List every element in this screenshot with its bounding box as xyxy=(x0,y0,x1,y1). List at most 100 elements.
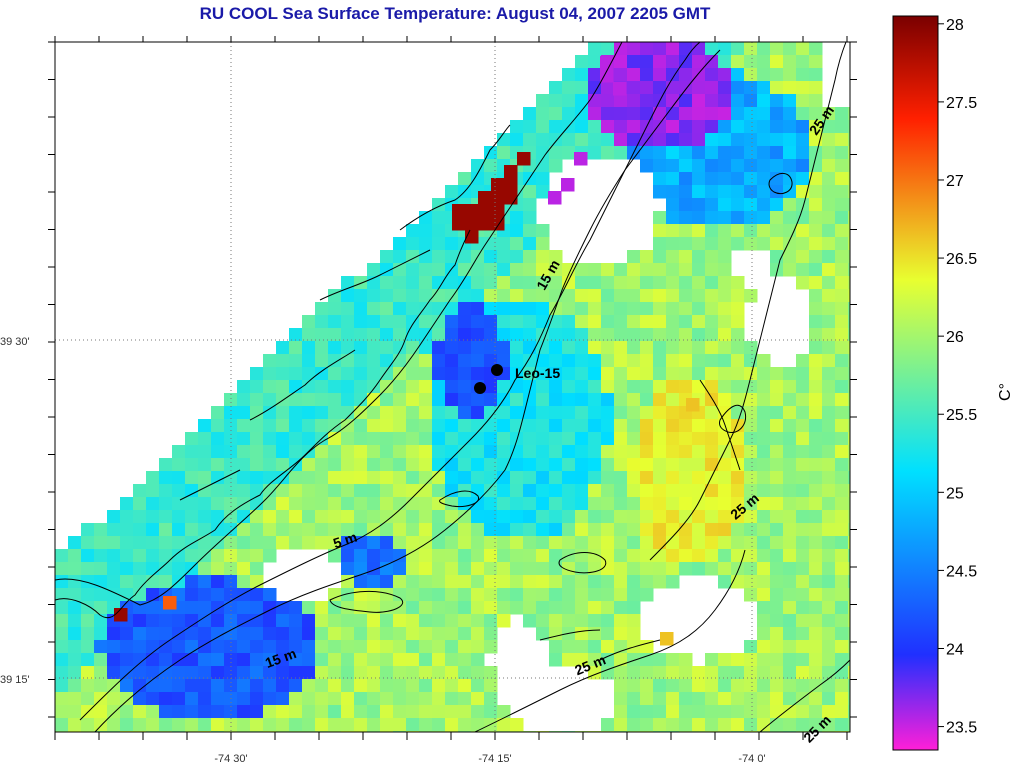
sst-pixel xyxy=(484,484,498,498)
sst-pixel xyxy=(68,562,82,576)
sst-pixel xyxy=(562,445,576,459)
sst-pixel xyxy=(679,341,693,355)
sst-pixel xyxy=(302,380,316,394)
sst-pixel xyxy=(848,549,850,563)
colorbar-tick-label: 27.5 xyxy=(946,95,977,112)
sst-pixel xyxy=(237,562,251,576)
sst-pixel xyxy=(107,731,121,732)
sst-pixel xyxy=(614,666,628,680)
sst-pixel xyxy=(354,393,368,407)
sst-pixel xyxy=(627,42,641,56)
sst-pixel xyxy=(510,263,524,277)
sst-pixel xyxy=(120,718,134,732)
sst-pixel xyxy=(458,432,472,446)
sst-pixel xyxy=(458,458,472,472)
sst-pixel xyxy=(367,588,381,602)
sst-pixel xyxy=(614,718,628,732)
sst-pixel xyxy=(731,679,745,693)
sst-pixel xyxy=(471,718,485,732)
sst-pixel xyxy=(796,133,810,147)
sst-pixel xyxy=(731,94,745,108)
sst-pixel xyxy=(666,354,680,368)
sst-pixel xyxy=(562,315,576,329)
sst-pixel xyxy=(458,575,472,589)
sst-pixel xyxy=(835,692,849,706)
sst-pixel xyxy=(718,523,732,537)
sst-pixel xyxy=(835,614,849,628)
sst-pixel xyxy=(536,588,550,602)
sst-pixel xyxy=(471,510,485,524)
sst-pixel xyxy=(731,172,745,186)
sst-pixel xyxy=(575,68,589,82)
sst-pixel xyxy=(289,627,303,641)
sst-pixel xyxy=(783,653,797,667)
sst-pixel xyxy=(640,406,654,420)
sst-pixel xyxy=(302,497,316,511)
sst-pixel xyxy=(172,497,186,511)
sst-pixel xyxy=(588,627,602,641)
sst-pixel xyxy=(835,601,849,615)
sst-pixel xyxy=(822,510,836,524)
sst-pixel xyxy=(783,250,797,264)
colorbar-tick-label: 27 xyxy=(946,173,964,190)
sst-pixel xyxy=(731,562,745,576)
sst-pixel xyxy=(302,666,316,680)
sst-pixel xyxy=(692,94,706,108)
sst-pixel xyxy=(55,731,69,732)
sst-pixel xyxy=(770,185,784,199)
sst-pixel xyxy=(718,536,732,550)
sst-pixel xyxy=(822,354,836,368)
sst-pixel xyxy=(419,718,433,732)
sst-pixel xyxy=(705,185,719,199)
sst-pixel xyxy=(679,666,693,680)
sst-pixel xyxy=(757,627,771,641)
sst-pixel xyxy=(627,718,641,732)
sst-pixel xyxy=(367,614,381,628)
sst-pixel xyxy=(783,471,797,485)
sst-pixel xyxy=(718,94,732,108)
sst-pixel xyxy=(809,250,823,264)
sst-pixel xyxy=(796,484,810,498)
sst-pixel xyxy=(432,640,446,654)
sst-pixel xyxy=(380,705,394,719)
sst-pixel xyxy=(224,419,238,433)
sst-pixel xyxy=(536,601,550,615)
sst-pixel xyxy=(822,341,836,355)
sst-pixel xyxy=(276,406,290,420)
sst-pixel xyxy=(263,523,277,537)
sst-pixel xyxy=(432,367,446,381)
sst-pixel xyxy=(120,510,134,524)
sst-pixel xyxy=(744,81,758,95)
sst-pixel xyxy=(237,679,251,693)
sst-pixel xyxy=(731,315,745,329)
sst-pixel xyxy=(588,614,602,628)
sst-pixel xyxy=(835,536,849,550)
sst-pixel xyxy=(406,367,420,381)
sst-pixel xyxy=(666,159,680,173)
sst-pixel xyxy=(809,445,823,459)
sst-pixel xyxy=(848,211,850,225)
sst-pixel xyxy=(614,432,628,446)
sst-pixel xyxy=(614,120,628,134)
sst-pixel xyxy=(796,640,810,654)
sst-pixel xyxy=(302,419,316,433)
sst-pixel xyxy=(523,315,537,329)
sst-pixel xyxy=(757,445,771,459)
sst-pixel xyxy=(380,614,394,628)
sst-pixel xyxy=(159,458,173,472)
sst-pixel xyxy=(718,224,732,238)
sst-pixel xyxy=(614,653,628,667)
sst-pixel xyxy=(445,367,459,381)
sst-pixel xyxy=(523,380,537,394)
sst-pixel xyxy=(588,354,602,368)
sst-pixel xyxy=(510,211,524,225)
sst-pixel xyxy=(666,185,680,199)
sst-pixel xyxy=(471,588,485,602)
sst-pixel xyxy=(146,497,160,511)
sst-pixel xyxy=(809,328,823,342)
sst-pixel xyxy=(796,367,810,381)
sst-pixel xyxy=(172,575,186,589)
sst-pixel xyxy=(419,679,433,693)
sst-pixel xyxy=(354,289,368,303)
sst-pixel xyxy=(146,679,160,693)
